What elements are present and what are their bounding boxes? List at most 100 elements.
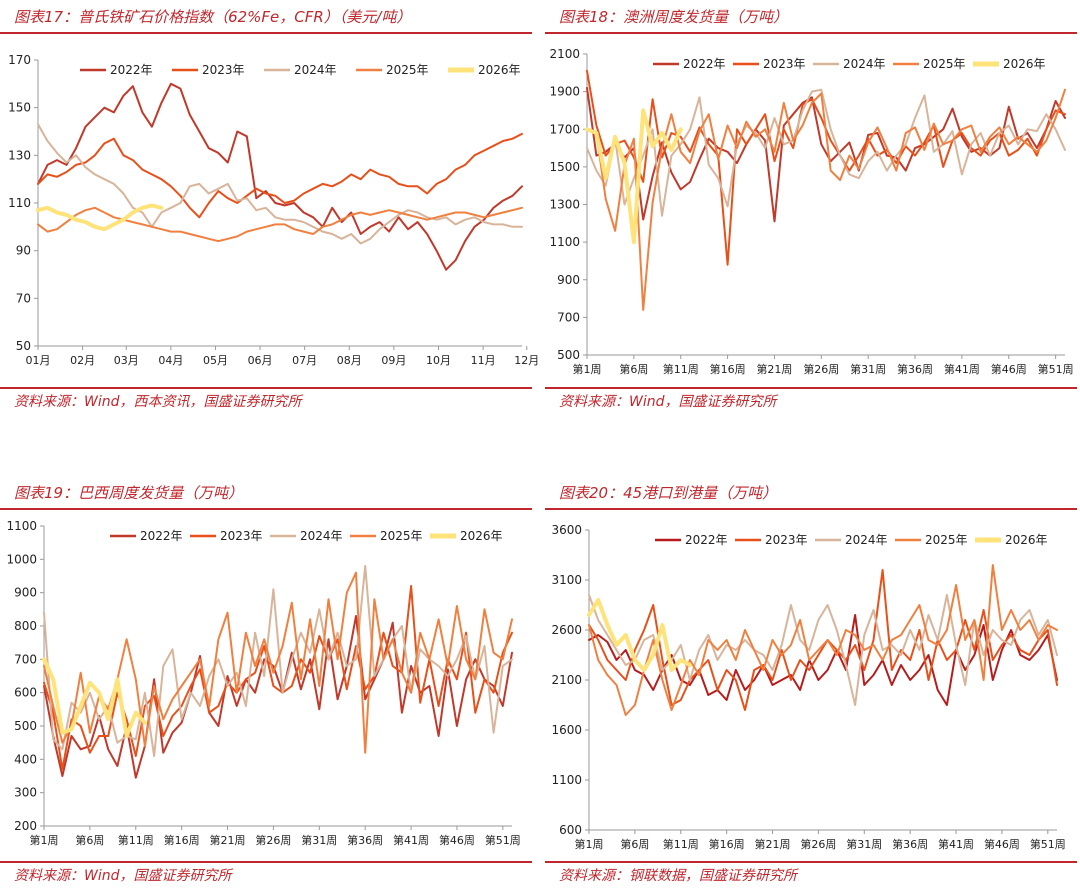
port-arrivals-chart: 600 1100 1600 2100 2600 3100 3600 第1周 第6周 第11周 第16…: [551, 523, 1066, 851]
x-tick-label: 第6周: [620, 837, 649, 851]
series-line-2024: [588, 594, 1058, 706]
x-tick-label: 05月: [203, 354, 228, 367]
x-tick-label: 第46周: [991, 362, 1027, 376]
chart-source: 资料来源：Wind，国盛证券研究所: [559, 394, 777, 410]
x-tick-label: 第36周: [897, 362, 933, 376]
legend-label: 2024年: [843, 57, 886, 71]
legend-label: 2026年: [1005, 533, 1048, 547]
y-tick-label: 1100: [6, 519, 37, 533]
chart-title: 图表20：45港口到港量（万吨）: [559, 484, 778, 502]
x-tick-label: 08月: [337, 354, 362, 367]
x-tick-label: 第6周: [619, 362, 648, 376]
x-tick-label: 第31周: [301, 833, 337, 847]
x-tick-label: 第31周: [846, 837, 882, 851]
legend-label: 2025年: [925, 533, 968, 547]
title-rule: [545, 32, 1077, 34]
y-tick-label: 800: [14, 619, 37, 633]
x-tick-label: 第46周: [984, 837, 1020, 851]
series-line-2025: [586, 88, 1066, 311]
series-line-2024: [37, 123, 523, 245]
y-tick-label: 500: [14, 719, 37, 733]
series-line-2025: [43, 571, 513, 754]
y-tick-label: 1600: [551, 723, 582, 737]
x-tick-label: 第26周: [255, 833, 291, 847]
y-tick-label: 3600: [551, 523, 582, 537]
x-tick-label: 第36周: [892, 837, 928, 851]
x-tick-label: 06月: [248, 354, 273, 367]
chart-panel-port-arrivals: 图表20：45港口到港量（万吨） 600 1100 1600 2100 2600 3100…: [545, 476, 1080, 892]
x-tick-label: 07月: [292, 354, 317, 367]
series-line-2024: [43, 565, 513, 757]
source-rule: [545, 387, 1077, 389]
y-tick-label: 2100: [551, 673, 582, 687]
x-tick-label: 第41周: [938, 837, 974, 851]
y-tick-label: 50: [16, 339, 31, 353]
x-tick-label: 09月: [381, 354, 406, 367]
title-rule: [0, 32, 532, 34]
source-rule: [0, 387, 532, 389]
x-tick-label: 第1周: [30, 833, 59, 847]
y-tick-label: 200: [14, 819, 37, 833]
legend-label: 2026年: [460, 529, 503, 543]
x-tick-label: 第1周: [575, 837, 604, 851]
y-tick-label: 2600: [551, 623, 582, 637]
x-tick-label: 第51周: [485, 833, 521, 847]
legend-label: 2024年: [845, 533, 888, 547]
title-rule: [0, 508, 532, 510]
x-tick-label: 第11周: [663, 362, 699, 376]
y-tick-label: 500: [557, 348, 580, 362]
series-line-2023: [37, 132, 523, 219]
x-tick-label: 第41周: [944, 362, 980, 376]
legend-label: 2024年: [300, 529, 343, 543]
x-tick-label: 第36周: [347, 833, 383, 847]
legend-label: 2024年: [294, 63, 337, 77]
y-tick-label: 110: [8, 196, 31, 210]
x-tick-label: 第51周: [1030, 837, 1066, 851]
series-line-2025: [588, 564, 1058, 716]
y-tick-label: 600: [14, 686, 37, 700]
chart-source: 资料来源：钢联数据，国盛证券研究所: [559, 868, 797, 884]
iron-ore-price-chart: 50 70 90 110 130 150 170 01月 02月 03月 04月 05月 06月 07月 0…: [8, 53, 539, 367]
y-tick-label: 900: [14, 586, 37, 600]
x-tick-label: 第51周: [1038, 362, 1074, 376]
y-tick-label: 130: [8, 148, 31, 162]
legend-label: 2026年: [478, 63, 521, 77]
chart-panel-australia-shipments: 图表18：澳洲周度发货量（万吨） 500 700 900 1100 1300 1500 17…: [545, 0, 1080, 420]
legend-label: 2022年: [685, 533, 728, 547]
y-tick-label: 1700: [549, 122, 580, 136]
chart-panel-brazil-shipments: 图表19：巴西周度发货量（万吨） 200 300 400 500 600 700 800 90…: [0, 476, 532, 892]
title-rule: [545, 508, 1077, 510]
x-tick-label: 第41周: [393, 833, 429, 847]
x-tick-label: 10月: [426, 354, 451, 367]
y-tick-label: 1900: [549, 85, 580, 99]
chart-title: 图表19：巴西周度发货量（万吨）: [14, 484, 244, 502]
series-line-2022: [37, 82, 523, 271]
x-tick-label: 01月: [26, 354, 51, 367]
x-tick-label: 第21周: [755, 837, 791, 851]
series-line-2022: [43, 615, 513, 779]
australia-shipments-chart: 500 700 900 1100 1300 1500 1700 1900 2100 第1周 第6周 第…: [549, 47, 1074, 376]
legend-label: 2023年: [220, 529, 263, 543]
chart-source: 资料来源：Wind，西本资讯，国盛证券研究所: [14, 394, 302, 410]
chart-title: 图表17：普氏铁矿石价格指数（62%Fe，CFR）（美元/吨）: [14, 8, 412, 26]
x-tick-label: 第21周: [756, 362, 792, 376]
legend-label: 2022年: [110, 63, 153, 77]
x-tick-label: 第16周: [710, 362, 746, 376]
chart-source: 资料来源：Wind，国盛证券研究所: [14, 868, 232, 884]
y-tick-label: 1100: [551, 773, 582, 787]
legend-label: 2023年: [763, 57, 806, 71]
y-tick-label: 90: [16, 244, 31, 258]
x-tick-label: 02月: [70, 354, 95, 367]
series-line-2026: [36, 203, 164, 232]
x-tick-label: 第26周: [803, 362, 839, 376]
x-tick-label: 04月: [158, 354, 183, 367]
y-tick-label: 600: [559, 823, 582, 837]
legend-label: 2025年: [923, 57, 966, 71]
x-tick-label: 第11周: [663, 837, 699, 851]
y-tick-label: 700: [557, 310, 580, 324]
x-tick-label: 第16周: [709, 837, 745, 851]
x-tick-label: 11月: [471, 354, 496, 367]
legend-label: 2023年: [202, 63, 245, 77]
y-tick-label: 3100: [551, 573, 582, 587]
